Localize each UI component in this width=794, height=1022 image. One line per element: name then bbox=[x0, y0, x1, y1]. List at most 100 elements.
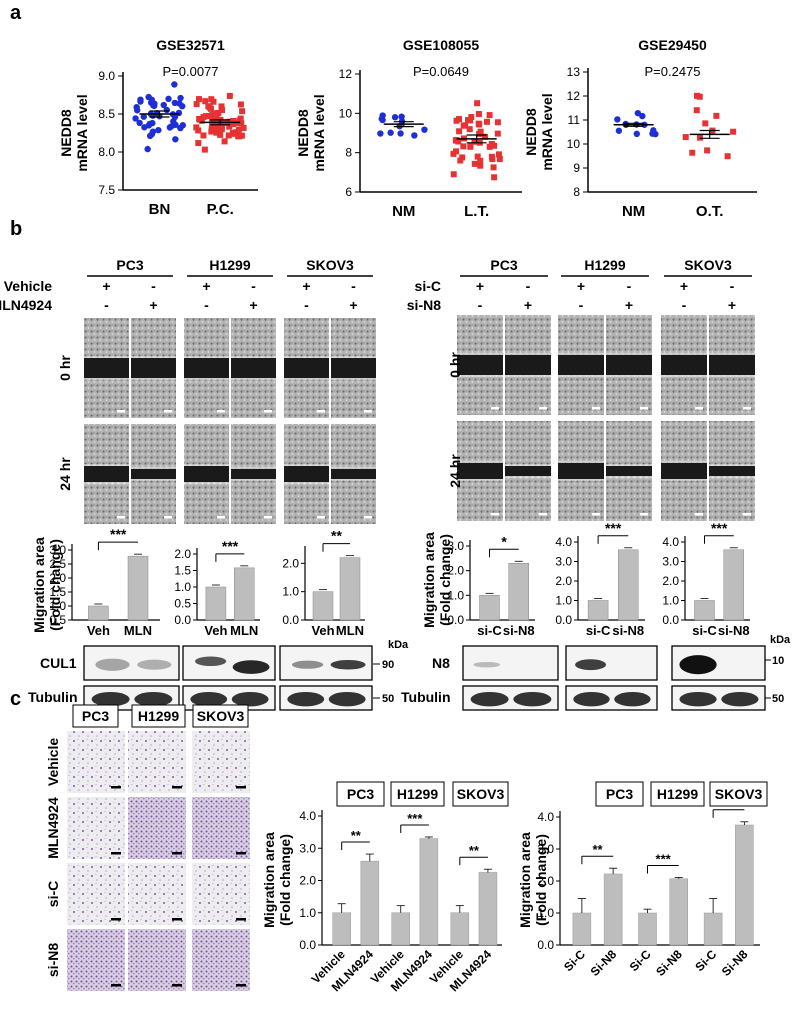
data-point bbox=[474, 100, 481, 107]
data-point bbox=[193, 124, 200, 131]
scratch-gap bbox=[505, 355, 551, 375]
time-label: 0 hr bbox=[447, 352, 463, 378]
data-point bbox=[195, 127, 202, 134]
scale-bar bbox=[236, 918, 246, 921]
data-point bbox=[704, 147, 711, 154]
bar bbox=[723, 549, 744, 621]
transwell-image-background bbox=[67, 731, 125, 793]
data-point bbox=[693, 107, 700, 114]
cell-line-label: H1299 bbox=[657, 786, 698, 802]
scratch-image bbox=[231, 424, 276, 524]
data-point bbox=[141, 124, 148, 131]
scratch-gap bbox=[284, 466, 329, 482]
y-axis-label: Migration area bbox=[31, 537, 47, 633]
panel-label-b: b bbox=[10, 218, 23, 240]
scratch-image bbox=[709, 315, 755, 415]
bar bbox=[339, 557, 361, 621]
scale-bar bbox=[640, 513, 648, 516]
blot-band bbox=[190, 692, 228, 707]
y-tick-label: 2.0 bbox=[299, 874, 316, 888]
western-blot bbox=[279, 645, 373, 681]
sign-label: - bbox=[682, 297, 687, 313]
y-tick-label: 8.5 bbox=[98, 107, 115, 121]
x-tick-label: si-C bbox=[586, 623, 611, 638]
scratch-gap bbox=[558, 355, 604, 375]
scratch-image bbox=[709, 421, 755, 521]
blot-band bbox=[330, 659, 366, 670]
data-point bbox=[477, 157, 484, 164]
y-tick-label: 3.0 bbox=[662, 555, 679, 569]
kda-value: 50 bbox=[772, 693, 784, 705]
transwell-image-background bbox=[192, 863, 250, 925]
data-point bbox=[198, 117, 205, 124]
data-point bbox=[682, 134, 689, 141]
y-tick-label: 4.0 bbox=[555, 535, 572, 549]
transwell-image-background bbox=[128, 731, 186, 793]
significance-label: *** bbox=[605, 520, 622, 536]
x-tick-label: MLN bbox=[230, 623, 258, 638]
scratch-gap bbox=[131, 469, 176, 479]
data-point bbox=[453, 148, 460, 155]
group-label: L.T. bbox=[464, 203, 489, 220]
y-tick-label: 4.0 bbox=[662, 535, 679, 549]
data-point bbox=[460, 143, 467, 150]
sign-label: + bbox=[680, 278, 688, 294]
dot-series bbox=[682, 92, 737, 160]
bar bbox=[234, 567, 255, 621]
data-point bbox=[486, 112, 493, 119]
bar bbox=[312, 591, 334, 621]
significance-label: * bbox=[501, 533, 507, 549]
blot-band bbox=[95, 658, 130, 671]
scratch-gap bbox=[558, 463, 604, 479]
scratch-gap bbox=[331, 469, 376, 479]
scratch-image bbox=[558, 315, 604, 415]
scratch-gap bbox=[606, 466, 652, 476]
scale-bar bbox=[364, 410, 372, 413]
transwell-image bbox=[192, 797, 250, 859]
x-tick-label: MLN bbox=[124, 623, 152, 638]
data-point bbox=[151, 100, 158, 107]
data-point bbox=[207, 105, 214, 112]
significance-label: ** bbox=[469, 843, 480, 858]
bar bbox=[391, 912, 410, 946]
sign-label: + bbox=[249, 297, 257, 313]
scale-bar bbox=[172, 984, 182, 987]
y-axis-label: NEDD8 bbox=[58, 109, 74, 157]
transwell-image-background bbox=[128, 797, 186, 859]
scratch-image bbox=[331, 318, 376, 418]
time-label: 24 hr bbox=[57, 457, 73, 491]
cell-line-label: SKOV3 bbox=[457, 786, 505, 802]
y-tick-label: 1.5 bbox=[49, 585, 66, 599]
cell-line-label: SKOV3 bbox=[715, 786, 763, 802]
transwell-image bbox=[128, 929, 186, 991]
group-label: P.C. bbox=[207, 201, 234, 218]
data-point bbox=[622, 120, 629, 128]
y-tick-label: 3.0 bbox=[447, 539, 464, 553]
data-point bbox=[237, 120, 244, 127]
x-tick-label: si-N8 bbox=[612, 623, 644, 638]
x-tick-label: Veh bbox=[311, 623, 334, 638]
scale-bar bbox=[217, 516, 225, 519]
data-point bbox=[137, 98, 144, 105]
scratch-gap bbox=[661, 355, 707, 375]
y-axis-label: mRNA level bbox=[74, 94, 90, 171]
y-tick-label: 1.0 bbox=[282, 585, 299, 599]
panel-c: PC3 H1299 SKOV3 Vehicle MLN4924 si-C si-N8 0.0 1… bbox=[45, 704, 768, 994]
data-point bbox=[212, 110, 219, 117]
kda-label: kDa bbox=[388, 639, 409, 651]
y-tick-label: 2.5 bbox=[49, 557, 66, 571]
data-point bbox=[696, 134, 703, 141]
y-tick-label: 1.0 bbox=[555, 594, 572, 608]
scratch-gap bbox=[457, 355, 503, 375]
data-point bbox=[481, 133, 488, 140]
significance-label: *** bbox=[711, 520, 728, 536]
bar bbox=[587, 600, 609, 621]
kda-value: 90 bbox=[382, 659, 394, 671]
data-point bbox=[236, 133, 243, 140]
western-blot bbox=[671, 645, 766, 681]
blot-band bbox=[137, 659, 172, 670]
bar bbox=[88, 605, 109, 621]
y-axis-label: Migration area bbox=[261, 832, 277, 928]
sign-label: - bbox=[251, 278, 256, 294]
data-point bbox=[391, 114, 399, 121]
